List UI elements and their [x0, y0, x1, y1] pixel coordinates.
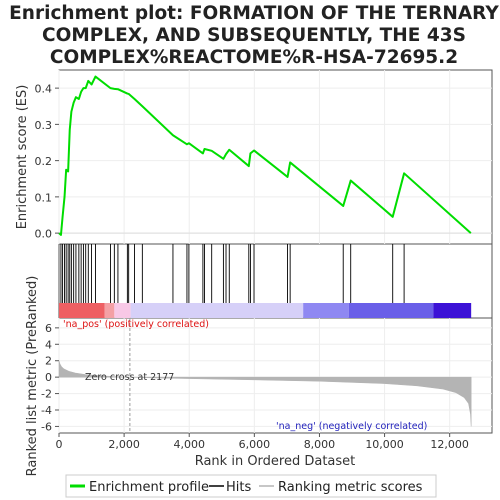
- x-axis-title: Rank in Ordered Dataset: [195, 454, 356, 469]
- chart-title-line-1: Enrichment plot: FORMATION OF THE TERNAR…: [9, 3, 499, 24]
- legend-box: [65, 474, 437, 498]
- heat-bar-segment: [114, 303, 131, 318]
- x-tick-label: 0: [56, 438, 63, 451]
- metric-tick-label: -6: [41, 420, 52, 433]
- es-tick-label: 0.3: [35, 119, 53, 132]
- heat-bar-segment: [433, 303, 472, 318]
- metric-y-axis-title: Ranked list metric (PreRanked): [25, 276, 40, 477]
- es-panel-frame: [58, 69, 493, 245]
- ranking-metric-area: [58, 318, 472, 433]
- es-tick-label: 0.0: [35, 228, 53, 241]
- metric-tick-label: 0: [45, 371, 52, 384]
- metric-tick-label: -4: [41, 404, 52, 417]
- es-y-ticks: 0.0 0.1 0.2 0.3 0.4: [35, 83, 59, 241]
- heat-bar-segment: [303, 303, 349, 318]
- x-tick-label: 2,000: [108, 438, 140, 451]
- x-tick-label: 6,000: [239, 438, 271, 451]
- legend-metric-label: Ranking metric scores: [278, 480, 423, 495]
- metric-tick-label: 6: [45, 322, 52, 335]
- hit-markers: [60, 244, 405, 303]
- ranking-heat-bar: [59, 303, 472, 318]
- x-tick-label: 10,000: [365, 438, 404, 451]
- heat-bar-segment: [104, 303, 115, 318]
- heat-bar-segment: [348, 303, 434, 318]
- metric-tick-label: 4: [45, 338, 52, 351]
- zero-cross-label: Zero cross at 2177: [85, 372, 174, 383]
- x-tick-label: 4,000: [173, 438, 205, 451]
- x-tick-label: 8,000: [304, 438, 336, 451]
- heat-bar-segment: [130, 303, 304, 318]
- chart-title-line-2: COMPLEX, AND SUBSEQUENTLY, THE 43S: [42, 25, 466, 46]
- metric-y-ticks: -6 -4 -2 0 2 4 6: [41, 322, 59, 433]
- na-pos-label: 'na_pos' (positively correlated): [63, 319, 209, 330]
- legend-hits-label: Hits: [226, 480, 251, 495]
- es-tick-label: 0.4: [35, 83, 53, 96]
- chart-title-line-3: COMPLEX%REACTOME%R-HSA-72695.2: [50, 47, 458, 68]
- es-tick-label: 0.2: [35, 155, 53, 168]
- es-tick-label: 0.1: [35, 191, 53, 204]
- ranking-metric-fill: [58, 360, 472, 427]
- legend-enrichment-label: Enrichment profile: [89, 480, 209, 495]
- metric-tick-label: -2: [41, 388, 52, 401]
- na-neg-label: 'na_neg' (negatively correlated): [276, 421, 427, 432]
- metric-tick-label: 2: [45, 355, 52, 368]
- enrichment-profile: [58, 75, 492, 236]
- enrichment-profile-line: [58, 75, 472, 236]
- es-y-axis-title: Enrichment score (ES): [15, 85, 30, 230]
- x-axis-ticks: 0 2,000 4,000 6,000 8,000 10,000 12,000: [56, 433, 469, 451]
- heat-bar-segment: [59, 303, 105, 318]
- x-tick-label: 12,000: [430, 438, 469, 451]
- metric-grid: [58, 318, 492, 433]
